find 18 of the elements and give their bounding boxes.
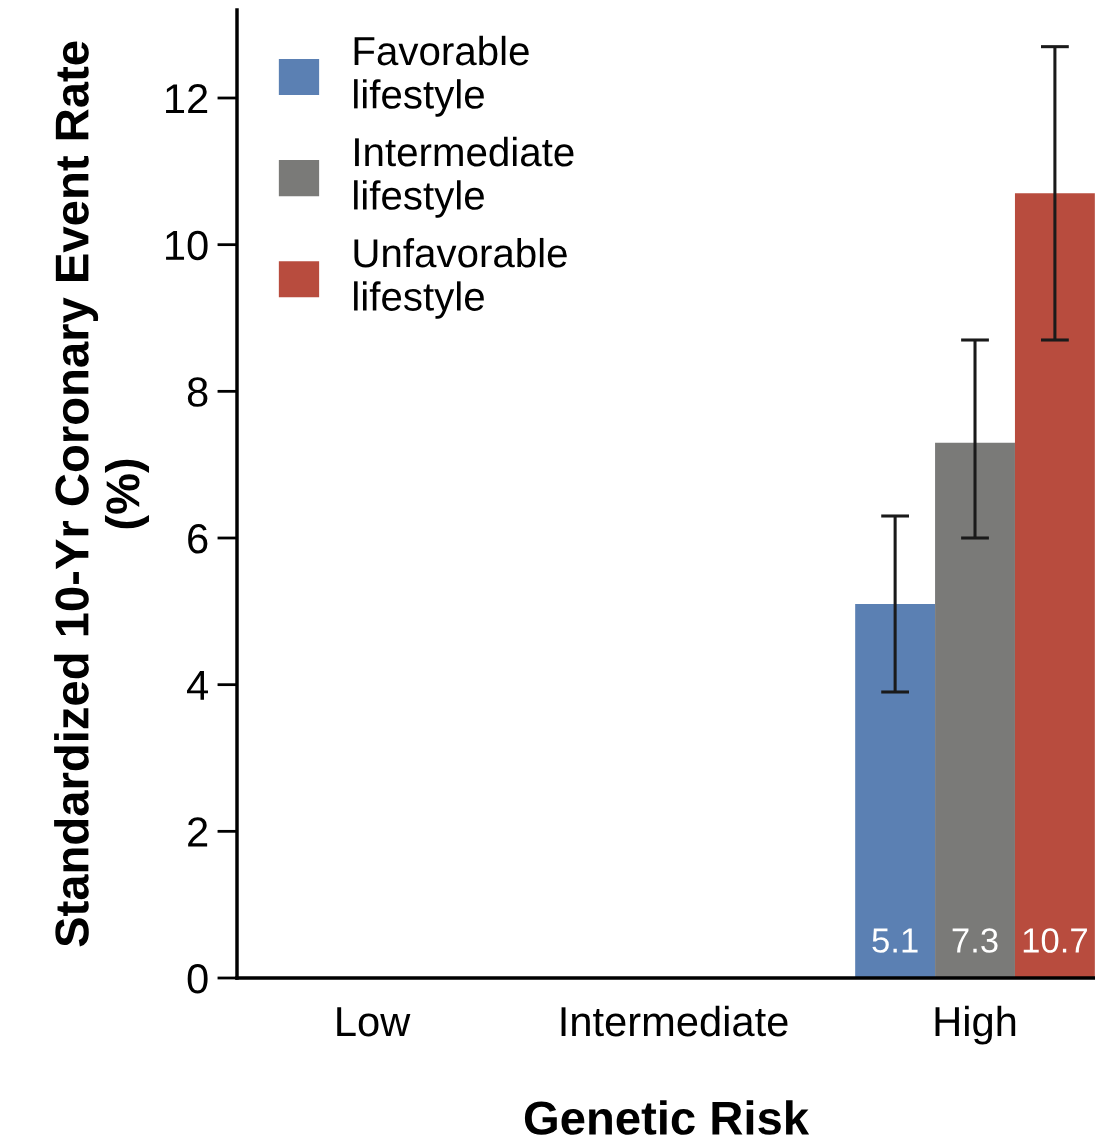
legend-label: Intermediate lifestyle [354, 136, 574, 218]
legend-label: Unfavorable lifestyle [354, 237, 567, 319]
data-label: 5.1 [872, 928, 918, 953]
y-axis-title: Standardized 10-Yr Coronary Event Rate (%) [54, 41, 149, 947]
y-tick-label: 4 [187, 671, 208, 700]
x-axis-title: Genetic Risk [524, 1100, 810, 1135]
y-tick-label: 6 [188, 524, 208, 554]
x-tick-label: High [935, 1005, 1016, 1045]
y-tick-label: 12 [166, 84, 208, 114]
y-tick-label: 2 [188, 817, 208, 847]
data-label: 10.7 [1023, 928, 1087, 953]
y-tick-label: 0 [187, 964, 208, 994]
y-tick-label: 10 [166, 230, 208, 261]
y-tick-label: 8 [187, 377, 208, 407]
x-tick-label: Low [337, 1007, 411, 1037]
data-label: 7.3 [952, 928, 998, 953]
legend-label: Favorable lifestyle [354, 35, 529, 117]
x-tick-label: Intermediate [561, 1005, 788, 1037]
